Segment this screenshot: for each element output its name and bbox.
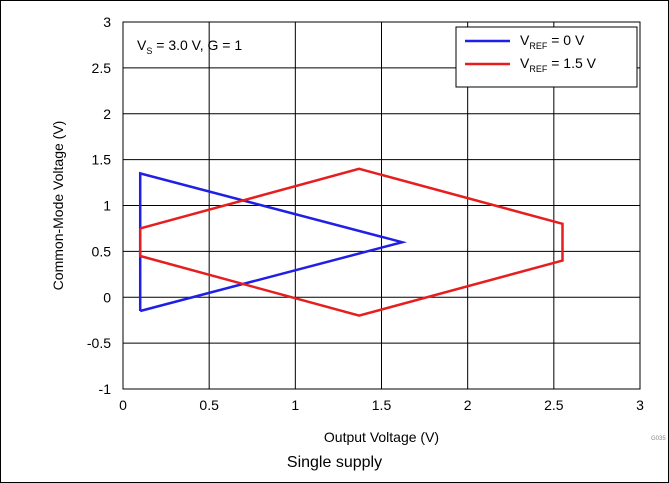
x-tick-label: 0.5	[199, 397, 219, 413]
plot-area-border	[122, 21, 641, 390]
annotation-main: V	[137, 37, 147, 53]
y-tick-label: -0.5	[87, 335, 111, 351]
legend-1-sub: REF	[529, 64, 548, 74]
x-axis-title: Output Voltage (V)	[324, 429, 439, 445]
series-line-0	[138, 171, 408, 313]
legend-1-rest: = 1.5 V	[547, 55, 596, 71]
y-tick-label: 2.5	[92, 60, 112, 76]
x-tick-label: 1	[291, 397, 299, 413]
y-tick-label: 3	[103, 14, 111, 30]
conditions-annotation: VS = 3.0 V, G = 1	[137, 37, 242, 56]
y-axis-title: Common-Mode Voltage (V)	[50, 121, 66, 291]
x-tick-label: 3	[636, 397, 644, 413]
figure-caption: Single supply	[286, 454, 383, 471]
y-tick-label: 2	[103, 106, 111, 122]
legend-0-main: V	[520, 32, 530, 48]
series-group	[138, 167, 564, 317]
legend-1-main: V	[520, 55, 530, 71]
annotation-rest: = 3.0 V, G = 1	[152, 37, 242, 53]
y-tick-label: 1.5	[92, 152, 112, 168]
y-tick-label: 0	[103, 289, 111, 305]
y-tick-label: 0.5	[92, 243, 112, 259]
annotation-sub: S	[146, 46, 152, 56]
x-tick-label: 2.5	[544, 397, 564, 413]
x-tick-label: 1.5	[372, 397, 392, 413]
y-tick-label: 1	[103, 198, 111, 214]
legend: VREF = 0 V VREF = 1.5 V	[455, 26, 638, 88]
y-tick-label: -1	[99, 381, 112, 397]
legend-0-rest: = 0 V	[547, 32, 585, 48]
x-tick-labels: 0 0.5 1 1.5 2 2.5 3	[119, 397, 644, 413]
legend-box	[455, 26, 638, 88]
legend-label-vref-1-5: VREF = 1.5 V	[520, 55, 597, 74]
figure-code: G035	[651, 436, 666, 442]
x-tick-label: 0	[119, 397, 127, 413]
legend-label-vref-0: VREF = 0 V	[520, 32, 585, 51]
x-tick-label: 2	[464, 397, 472, 413]
y-tick-labels: -1 -0.5 0 0.5 1 1.5 2 2.5 3	[87, 14, 111, 397]
legend-0-sub: REF	[529, 41, 548, 51]
